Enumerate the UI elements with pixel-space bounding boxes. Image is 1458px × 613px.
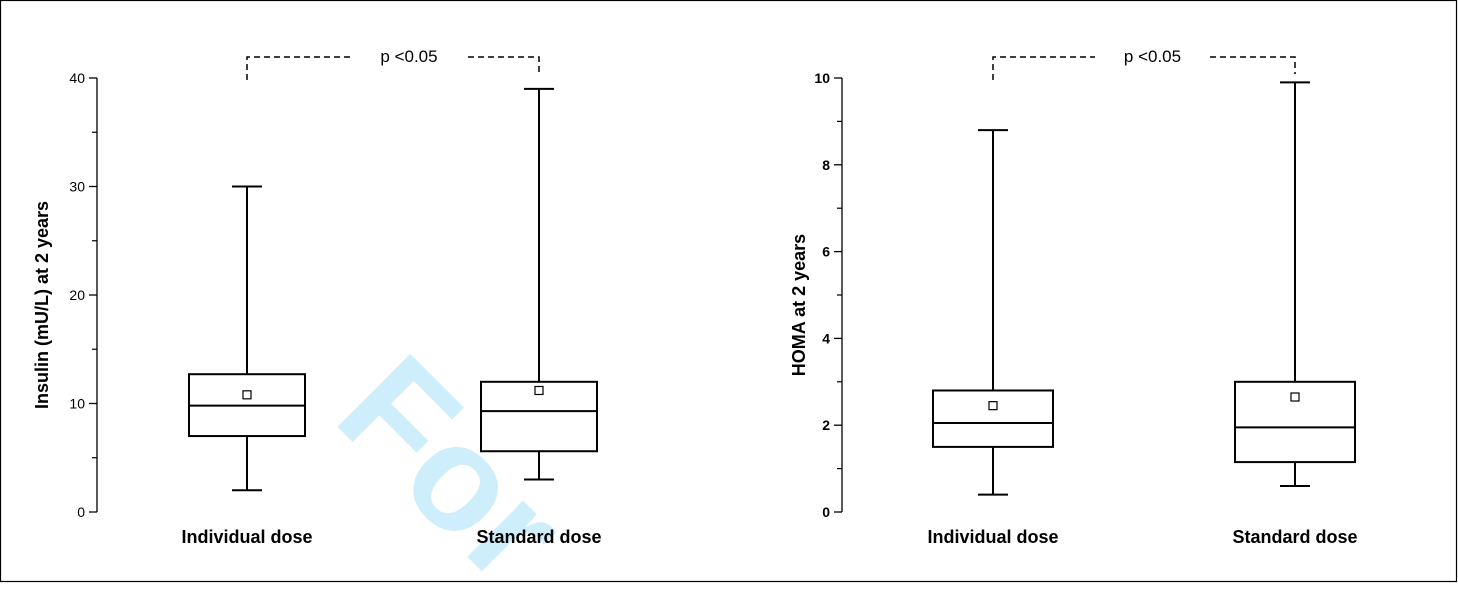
panel1-category-label: Standard dose	[476, 527, 601, 547]
panel2-category-label: Standard dose	[1232, 527, 1357, 547]
panel1-mean-marker	[242, 390, 252, 400]
panel1-category-label: Individual dose	[181, 527, 312, 547]
panel1-y-tick-label: 30	[69, 179, 85, 195]
panel1-bracket-right	[468, 56, 540, 74]
figure-border	[0, 0, 1458, 583]
panel2-y-tick-label: 4	[822, 330, 830, 346]
panel2-y-tick-label: 10	[814, 70, 830, 86]
panel1-bracket-left	[246, 56, 350, 80]
panel1-y-tick-label: 0	[77, 504, 85, 520]
panel1-y-axis-title: Insulin (mU/L) at 2 years	[32, 201, 52, 409]
panel1-mean-marker	[534, 385, 544, 396]
panel2-mean-marker	[1290, 392, 1300, 402]
panel2-y-tick-label: 6	[822, 244, 830, 260]
panel1-y-tick-label: 10	[69, 396, 85, 412]
panel2-mean-marker	[988, 401, 998, 411]
panel2-box-iqr	[932, 389, 1054, 448]
panel2-bracket-right	[1210, 56, 1296, 74]
panel2-box-iqr	[1234, 380, 1356, 464]
panel1-box-iqr	[480, 380, 598, 453]
panel1-p-value-annotation: p <0.05	[380, 47, 437, 66]
panel2-y-axis-title: HOMA at 2 years	[789, 234, 809, 376]
panel2-bracket-left	[992, 56, 1095, 80]
panel2-category-label: Individual dose	[927, 527, 1058, 547]
panel1-y-tick-label: 20	[69, 287, 85, 303]
panel2-y-tick-label: 2	[822, 417, 830, 433]
panel2-y-tick-label: 0	[822, 504, 830, 520]
panel1-y-tick-label: 40	[69, 70, 85, 86]
panel2-y-tick-label: 8	[822, 157, 830, 173]
panel2-p-value-annotation: p <0.05	[1124, 47, 1181, 66]
